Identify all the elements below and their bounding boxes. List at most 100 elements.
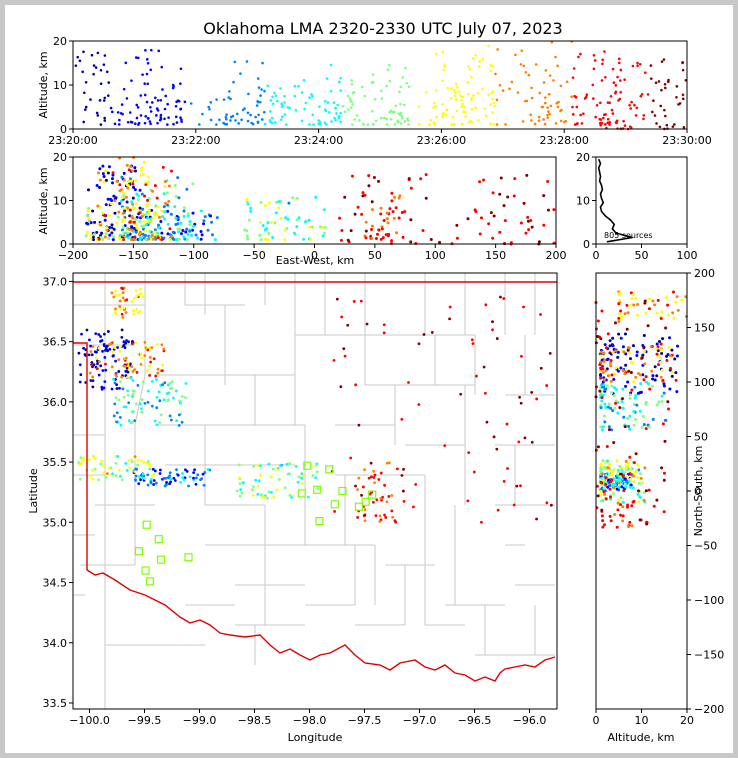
ew-altitude-point xyxy=(111,173,115,177)
map-point xyxy=(187,484,190,488)
altitude-ns-point xyxy=(634,297,638,301)
ew-altitude-point xyxy=(134,179,138,183)
ew-altitude-point xyxy=(134,217,138,221)
ew-altitude-point xyxy=(385,211,389,215)
time-altitude-point xyxy=(103,116,106,120)
time-altitude-point xyxy=(379,89,383,93)
map-point xyxy=(515,484,519,488)
altitude-ns-point xyxy=(595,385,599,389)
ew-altitude-point xyxy=(144,180,148,184)
time-altitude-point xyxy=(441,102,444,106)
time-altitude-point xyxy=(222,121,225,125)
altitude-ns-point xyxy=(670,374,674,378)
time-altitude-point xyxy=(107,81,111,84)
ew-altitude-point xyxy=(128,220,132,224)
ew-altitude-point xyxy=(513,177,517,181)
time-altitude-point xyxy=(103,119,107,122)
map-point xyxy=(136,475,140,479)
map-point xyxy=(492,435,496,439)
time-altitude-point xyxy=(554,55,557,59)
time-altitude-point xyxy=(339,111,342,115)
ew-altitude-ytick-label: 0 xyxy=(60,238,67,251)
ew-altitude-point xyxy=(124,195,128,199)
altitude-ns-point xyxy=(620,477,624,481)
ew-altitude-point xyxy=(175,238,179,242)
ew-altitude-point xyxy=(269,221,273,225)
altitude-ns-point xyxy=(619,366,623,370)
time-altitude-point xyxy=(530,119,533,122)
ew-altitude-point xyxy=(382,219,386,223)
map-point xyxy=(114,312,118,316)
ew-altitude-point xyxy=(153,210,157,214)
ew-altitude-point xyxy=(184,230,188,234)
map-point xyxy=(143,341,147,344)
time-altitude-point xyxy=(484,114,488,117)
map-point xyxy=(93,457,97,460)
altitude-ns-point xyxy=(628,485,632,489)
map-point xyxy=(153,469,157,473)
altitude-ns-point xyxy=(600,428,604,432)
altitude-ns-point xyxy=(611,336,615,340)
map-point xyxy=(201,472,205,476)
ew-altitude-point xyxy=(115,221,119,225)
map-point xyxy=(346,323,350,327)
map-point xyxy=(97,346,101,350)
map-point xyxy=(448,317,451,321)
ew-altitude-point xyxy=(388,207,392,211)
map-point xyxy=(178,401,182,405)
map-point xyxy=(165,481,168,484)
altitude-ns-point xyxy=(609,497,613,501)
map-point xyxy=(545,384,549,387)
map-point xyxy=(136,463,140,467)
time-altitude-point xyxy=(145,100,149,104)
map-point xyxy=(131,370,135,373)
altitude-ns-point xyxy=(631,344,635,348)
ew-altitude-point xyxy=(522,201,526,205)
map-point xyxy=(87,458,91,462)
altitude-ns-point xyxy=(680,298,684,302)
altitude-ns-point xyxy=(627,369,631,373)
ew-altitude-point xyxy=(144,182,148,186)
ew-altitude-point xyxy=(87,206,91,210)
ew-altitude-point xyxy=(287,201,291,205)
ew-altitude-point xyxy=(191,211,195,215)
time-altitude-point xyxy=(428,123,431,126)
ew-altitude-point xyxy=(466,217,470,221)
altitude-ns-point xyxy=(610,471,614,475)
ew-altitude-point xyxy=(128,235,132,239)
time-altitude-point xyxy=(458,90,461,93)
map-point xyxy=(237,463,241,467)
ew-altitude-point xyxy=(370,224,374,228)
altitude-ns-ytick-label: −150 xyxy=(694,649,724,662)
time-altitude-point xyxy=(585,93,589,97)
time-altitude-point xyxy=(433,101,436,105)
map-point xyxy=(155,378,158,381)
map-ylabel: Latitude xyxy=(27,468,40,514)
time-altitude-point xyxy=(323,100,327,103)
ew-altitude-point xyxy=(119,199,123,203)
map-point xyxy=(148,374,152,377)
altitude-ns-point xyxy=(660,351,664,355)
time-altitude-point xyxy=(263,122,267,126)
ew-altitude-point xyxy=(134,169,138,173)
altitude-ns-point xyxy=(610,384,614,388)
map-point xyxy=(372,476,376,479)
map-point xyxy=(127,419,131,422)
time-altitude-point xyxy=(325,123,328,126)
map-point xyxy=(110,387,114,391)
time-altitude-point xyxy=(257,113,260,117)
time-altitude-point xyxy=(355,114,359,117)
map-point xyxy=(482,365,486,369)
ew-altitude-point xyxy=(295,218,299,222)
lma-station-marker xyxy=(354,502,364,511)
ew-altitude-point xyxy=(131,185,135,189)
ew-altitude-point xyxy=(146,216,150,220)
time-altitude-point xyxy=(579,113,582,117)
altitude-ns-frame xyxy=(595,272,688,710)
map-point xyxy=(140,398,144,401)
time-altitude-point xyxy=(673,123,676,126)
time-altitude-point xyxy=(583,97,587,100)
ew-altitude-point xyxy=(119,237,123,241)
altitude-ns-point xyxy=(604,369,608,373)
histogram-ytick-label: 0 xyxy=(583,238,590,251)
